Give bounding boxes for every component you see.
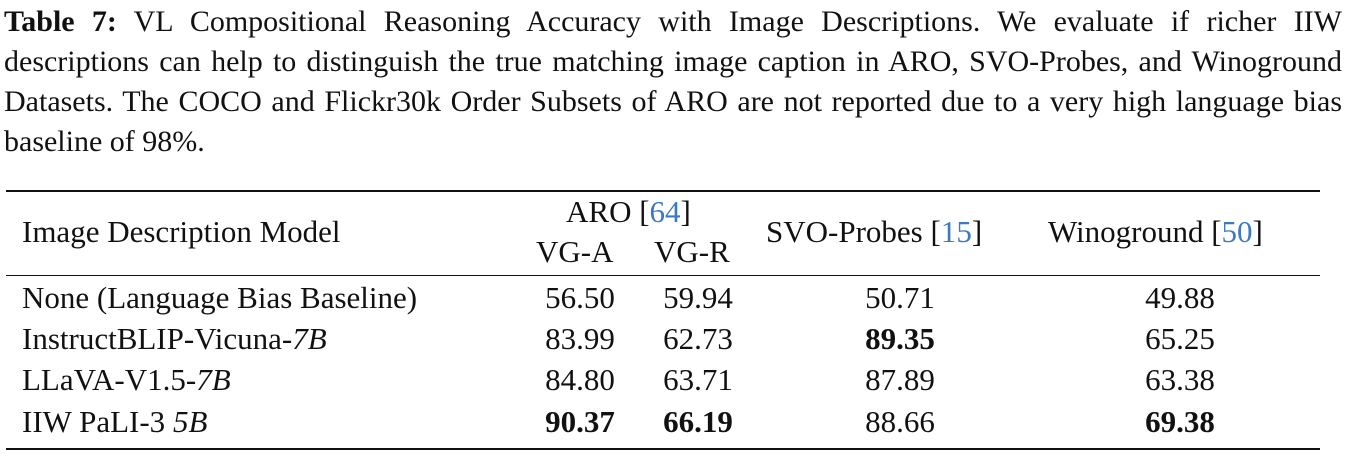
cell-vga: 84.80: [545, 362, 615, 397]
cell-winoground: 49.88: [1145, 280, 1215, 315]
header-model: Image Description Model: [22, 214, 341, 249]
header-rule: [6, 275, 1320, 276]
bottom-rule: [6, 448, 1320, 450]
caption-text: VL Compositional Reasoning Accuracy with…: [4, 5, 1342, 158]
row-model: InstructBLIP-Vicuna-7B: [22, 321, 327, 356]
cell-vga: 56.50: [545, 280, 615, 315]
row-model: None (Language Bias Baseline): [22, 280, 418, 315]
cell-svo: 87.89: [865, 362, 935, 397]
citation-link[interactable]: 15: [940, 214, 972, 249]
cell-winoground: 63.38: [1145, 362, 1215, 397]
cell-vga: 83.99: [545, 321, 615, 356]
citation-link[interactable]: 64: [649, 194, 681, 229]
cell-svo-best: 89.35: [865, 321, 935, 356]
header-svo: SVO-Probes [15]: [766, 214, 983, 249]
row-model: IIW PaLI-3 5B: [22, 404, 208, 439]
cell-svo: 50.71: [865, 280, 935, 315]
cell-vgr-best: 66.19: [663, 404, 733, 439]
top-rule: [6, 190, 1320, 192]
cell-vga-best: 90.37: [545, 404, 615, 439]
cell-vgr: 62.73: [663, 321, 733, 356]
cell-vgr: 63.71: [663, 362, 733, 397]
cell-vgr: 59.94: [663, 280, 733, 315]
header-vgr: VG-R: [654, 234, 730, 269]
header-winoground: Winoground [50]: [1048, 214, 1263, 249]
table-caption: Table 7: VL Compositional Reasoning Accu…: [4, 2, 1342, 162]
cell-svo: 88.66: [865, 404, 935, 439]
header-vga: VG-A: [536, 234, 614, 269]
row-model: LLaVA-V1.5-7B: [22, 362, 231, 397]
cell-winoground: 65.25: [1145, 321, 1215, 356]
cell-winoground-best: 69.38: [1145, 404, 1215, 439]
citation-link[interactable]: 50: [1221, 214, 1253, 249]
header-aro: ARO [64]: [566, 194, 691, 229]
caption-label: Table 7:: [4, 5, 117, 38]
